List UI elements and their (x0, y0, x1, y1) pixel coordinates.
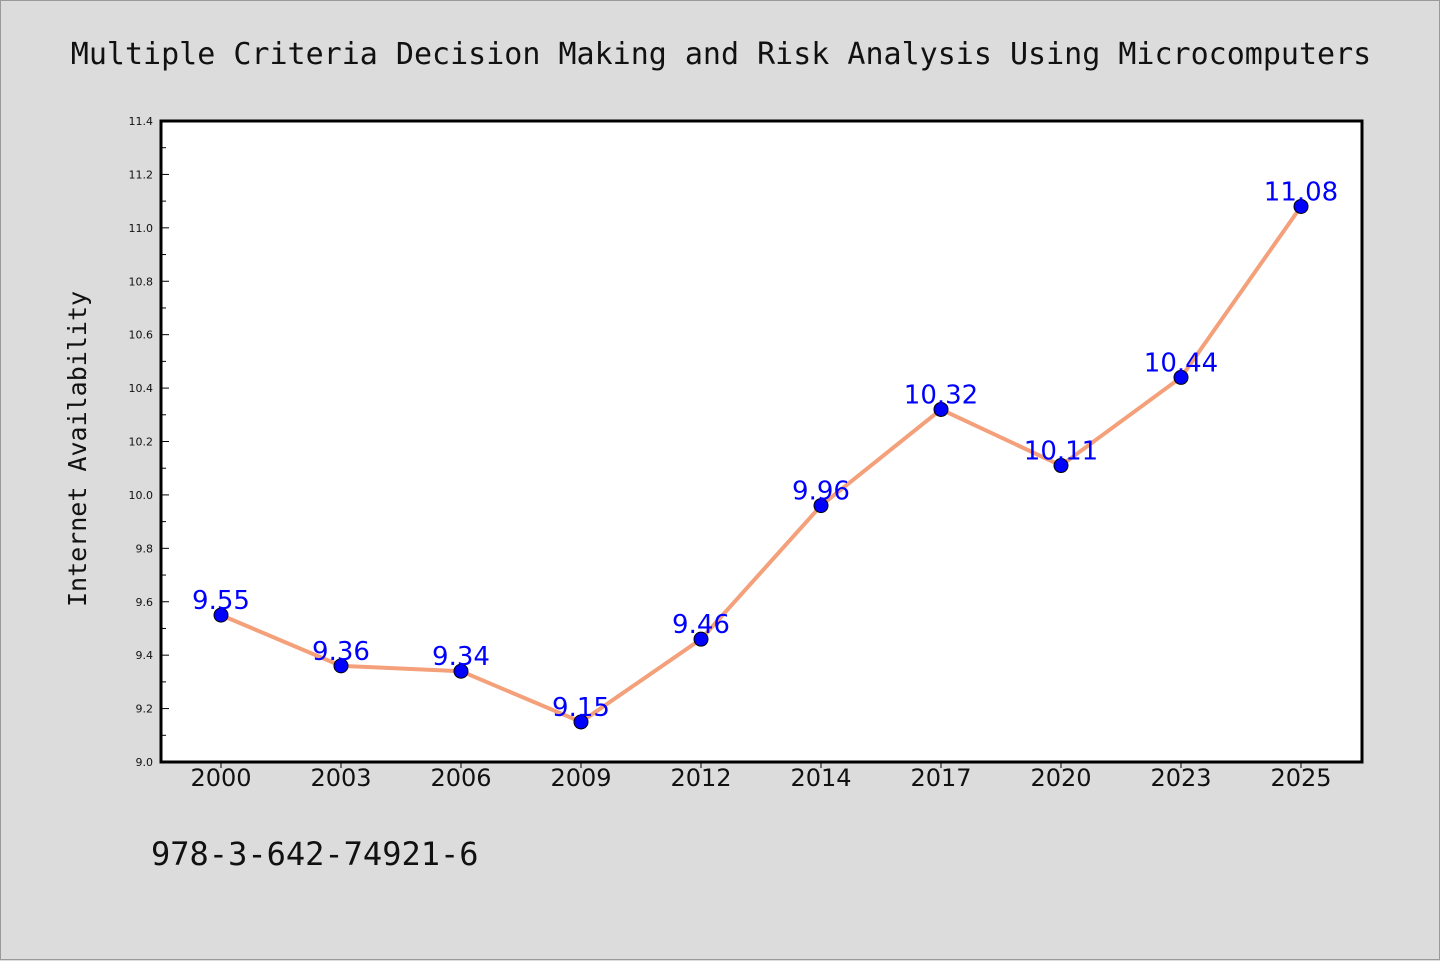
x-tick-label: 2012 (670, 764, 731, 792)
data-point (1173, 369, 1189, 385)
y-axis-ticks: 9.0 9.2 9.4 9.6 9.8 10.0 10.2 10.4 10.6 10.8 11.0 1… (129, 115, 169, 769)
x-axis-ticks: 2000 2003 2006 2009 2012 2014 2017 2020 2023 2025 (190, 762, 1332, 792)
x-tick-label: 2014 (790, 764, 851, 792)
data-point (813, 498, 829, 514)
y-tick-label: 11.0 (129, 222, 154, 235)
y-tick-label: 11.2 (129, 168, 154, 181)
y-tick-label: 9.4 (136, 649, 154, 662)
y-tick-label: 10.4 (129, 382, 154, 395)
data-label: 10.11 (1024, 437, 1098, 467)
x-tick-label: 2003 (310, 764, 371, 792)
y-axis-label: Internet Availability (63, 291, 92, 607)
series-line (219, 204, 1303, 724)
y-tick-label: 10.8 (129, 275, 154, 288)
y-tick-label: 10.2 (129, 436, 154, 449)
x-tick-label: 2000 (190, 764, 251, 792)
y-tick-label: 9.2 (136, 703, 154, 716)
data-point (693, 631, 709, 647)
x-tick-label: 2009 (550, 764, 611, 792)
plot-area (159, 119, 1364, 764)
data-label: 10.44 (1144, 348, 1218, 378)
data-label: 11.08 (1264, 177, 1338, 207)
footer-isbn: 978-3-642-74921-6 (151, 835, 479, 873)
data-label: 10.32 (904, 380, 978, 410)
data-point (213, 607, 229, 623)
data-label: 9.34 (432, 642, 490, 672)
y-tick-label: 11.4 (129, 115, 154, 128)
data-point (1053, 458, 1069, 474)
y-tick-label: 9.6 (136, 596, 154, 609)
data-point (933, 401, 949, 417)
data-label: 9.15 (552, 693, 610, 723)
x-tick-label: 2006 (430, 764, 491, 792)
y-tick-label: 10.6 (129, 329, 154, 342)
y-tick-label: 9.0 (136, 756, 154, 769)
data-point (1293, 198, 1309, 214)
series-group (213, 198, 1309, 730)
data-point (333, 658, 349, 674)
data-label: 9.36 (312, 637, 370, 667)
x-tick-label: 2020 (1030, 764, 1091, 792)
x-tick-label: 2023 (1150, 764, 1211, 792)
data-labels-group: 9.55 9.36 9.34 9.15 9.46 9.96 10.32 10.11 10.44 1… (192, 177, 1338, 722)
data-label: 9.55 (192, 586, 250, 616)
data-point (453, 663, 469, 679)
chart-title: Multiple Criteria Decision Making and Ri… (71, 37, 1371, 72)
data-point (573, 714, 589, 730)
x-tick-label: 2025 (1270, 764, 1331, 792)
data-label: 9.96 (792, 477, 850, 507)
data-label: 9.46 (672, 610, 730, 640)
y-tick-label: 10.0 (129, 489, 154, 502)
x-tick-label: 2017 (910, 764, 971, 792)
y-tick-label: 9.8 (136, 542, 154, 555)
